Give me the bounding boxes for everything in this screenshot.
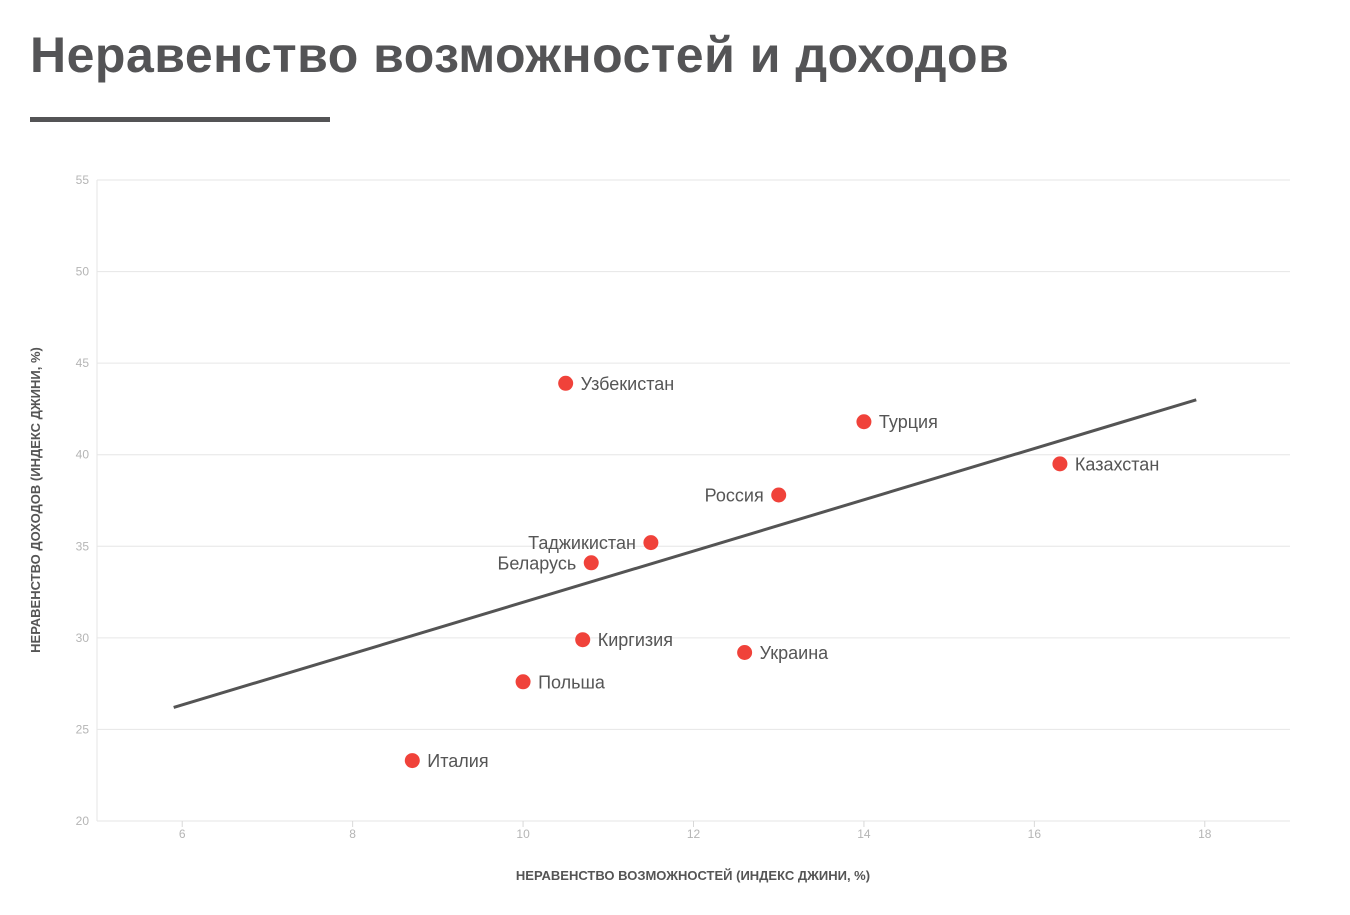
data-point xyxy=(1052,456,1068,472)
x-tick-label: 18 xyxy=(1198,827,1212,841)
x-tick-label: 14 xyxy=(857,827,871,841)
point-label: Польша xyxy=(538,672,606,692)
y-tick-label: 30 xyxy=(76,631,90,645)
point-label: Беларусь xyxy=(498,553,577,573)
y-tick-label: 35 xyxy=(76,539,90,553)
trend-line xyxy=(173,398,1197,709)
y-tick-label: 50 xyxy=(76,265,90,279)
data-point xyxy=(771,487,787,503)
y-axis-ticks: 20 25 30 35 40 45 50 55 xyxy=(76,173,90,828)
data-point xyxy=(515,674,531,690)
page-title: Неравенство возможностей и доходов xyxy=(30,27,1010,83)
x-tick-label: 10 xyxy=(516,827,530,841)
data-point xyxy=(643,535,659,551)
data-points: Узбекистан Турция Казахстан Россия Таджикист… xyxy=(404,374,1159,771)
title-underline xyxy=(30,117,330,122)
point-label: Россия xyxy=(705,486,764,506)
x-axis-label: НЕРАВЕНСТВО ВОЗМОЖНОСТЕЙ (ИНДЕКС ДЖИНИ, … xyxy=(516,868,870,883)
point-label: Италия xyxy=(427,751,488,771)
data-point xyxy=(856,414,872,430)
grid-lines xyxy=(96,179,1290,822)
x-tick-label: 8 xyxy=(349,827,356,841)
y-tick-label: 20 xyxy=(76,814,90,828)
data-point xyxy=(575,632,591,648)
data-point xyxy=(558,375,574,391)
trend-line-group xyxy=(173,398,1197,709)
y-tick-label: 25 xyxy=(76,722,90,736)
x-tick-label: 12 xyxy=(687,827,701,841)
point-label: Турция xyxy=(879,412,938,432)
x-tick-label: 16 xyxy=(1028,827,1042,841)
point-label: Киргизия xyxy=(598,630,673,650)
x-axis-ticks: 6 8 10 12 14 16 18 xyxy=(179,821,1212,841)
y-tick-label: 45 xyxy=(76,356,90,370)
x-tick-label: 6 xyxy=(179,827,186,841)
point-label: Узбекистан xyxy=(581,374,675,394)
point-label: Казахстан xyxy=(1075,454,1159,474)
data-point xyxy=(583,555,599,571)
y-tick-label: 55 xyxy=(76,173,90,187)
data-point xyxy=(737,645,753,661)
data-point xyxy=(404,753,420,769)
point-label: Таджикистан xyxy=(528,533,636,553)
point-label: Украина xyxy=(760,643,830,663)
y-axis-label: НЕРАВЕНСТВО ДОХОДОВ (ИНДЕКС ДЖИНИ, %) xyxy=(28,347,43,653)
y-tick-label: 40 xyxy=(76,448,90,462)
